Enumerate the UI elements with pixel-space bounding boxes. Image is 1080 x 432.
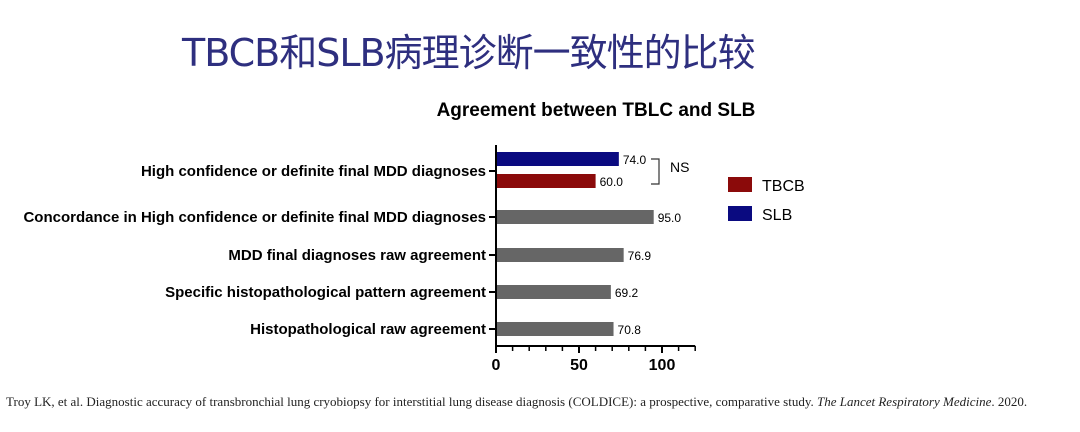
- x-tick-label: 0: [492, 357, 501, 374]
- category-label: Specific histopathological pattern agree…: [165, 284, 486, 301]
- bar-agreement: [497, 210, 654, 224]
- x-tick-label: 50: [570, 357, 588, 374]
- data-label: 70.8: [618, 323, 642, 337]
- category-label: Histopathological raw agreement: [250, 321, 486, 338]
- legend-swatch-slb: [728, 206, 752, 221]
- legend-label: SLB: [762, 207, 792, 224]
- category-label: MDD final diagnoses raw agreement: [228, 247, 486, 264]
- legend-swatch-tbcb: [728, 177, 752, 192]
- data-label: 60.0: [600, 175, 624, 189]
- citation: Troy LK, et al. Diagnostic accuracy of t…: [6, 393, 1080, 410]
- slide-title: TBCB和SLB病理诊断一致性的比较: [182, 31, 756, 75]
- category-label: Concordance in High confidence or defini…: [23, 209, 486, 226]
- chart-title: Agreement between TBLC and SLB: [437, 100, 756, 121]
- significance-label: NS: [670, 159, 689, 175]
- bar-tbcb: [497, 174, 596, 188]
- data-label: 95.0: [658, 211, 682, 225]
- significance-bracket: [651, 158, 660, 185]
- x-tick-label: 100: [649, 357, 676, 374]
- bar-agreement: [497, 248, 624, 262]
- citation-text: Troy LK, et al. Diagnostic accuracy of t…: [6, 394, 817, 409]
- data-label: 76.9: [628, 249, 652, 263]
- citation-year: . 2020.: [991, 394, 1028, 409]
- bar-slb: [497, 152, 619, 166]
- bar-agreement: [497, 322, 614, 336]
- category-label: High confidence or definite final MDD di…: [141, 163, 486, 180]
- legend-label: TBCB: [762, 178, 805, 195]
- data-label: 69.2: [615, 286, 639, 300]
- bar-agreement: [497, 285, 611, 299]
- data-label: 74.0: [623, 153, 647, 167]
- citation-journal: The Lancet Respiratory Medicine: [816, 394, 992, 409]
